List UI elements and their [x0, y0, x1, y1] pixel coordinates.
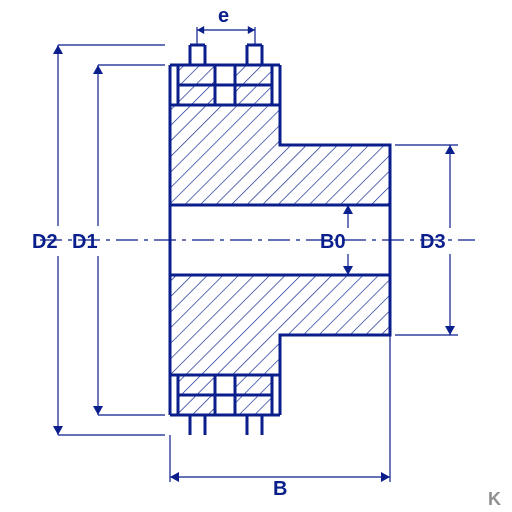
- svg-text:D1: D1: [72, 231, 98, 253]
- svg-text:e: e: [218, 5, 229, 27]
- svg-text:K: K: [488, 489, 501, 509]
- sprocket-section-drawing: e D2 D1 B0 D3 B K: [0, 0, 512, 512]
- svg-text:B: B: [273, 478, 287, 500]
- svg-text:B0: B0: [320, 231, 346, 253]
- svg-text:D3: D3: [420, 231, 446, 253]
- svg-text:D2: D2: [32, 231, 58, 253]
